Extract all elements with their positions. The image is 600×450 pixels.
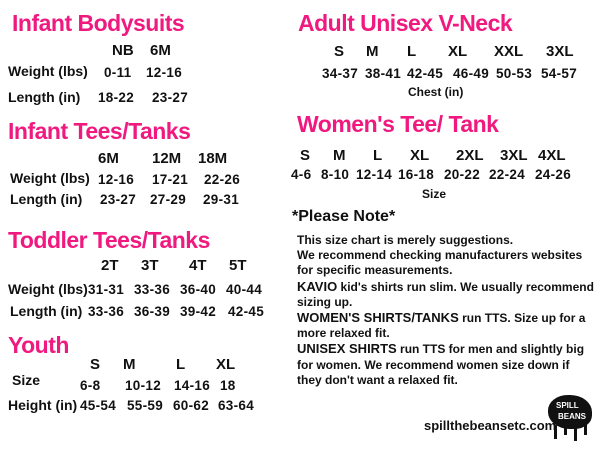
website-link[interactable]: spillthebeansetc.com [424,418,557,433]
cell: 31-31 [88,282,125,297]
cell: 18-22 [98,90,135,105]
row-label: Size [12,372,41,388]
row-label: Length (in) [10,303,83,319]
size-header: L [407,43,417,60]
infant-tees-title: Infant Tees/Tanks [8,118,191,144]
cell: 39-42 [180,304,217,319]
cell: 42-45 [407,66,444,81]
cell: 33-36 [134,282,171,297]
cell: 22-24 [489,167,526,182]
cell: 18 [220,378,236,393]
size-header: M [123,356,136,373]
size-header: XL [448,43,468,60]
notes-block: This size chart is merely suggestions. W… [297,233,597,388]
size-header: 5T [229,257,247,274]
infant-bodysuits-title: Infant Bodysuits [12,10,185,36]
size-header: NB [112,42,134,59]
chest-caption: Chest (in) [408,85,464,99]
cell: 23-27 [100,192,137,207]
cell: 36-40 [180,282,217,297]
size-header: 2T [101,257,119,274]
cell: 12-14 [356,167,393,182]
cell: 27-29 [150,192,187,207]
cell: 34-37 [322,66,359,81]
cell: 10-12 [125,378,162,393]
row-label: Weight (lbs) [8,281,88,297]
cell: 23-27 [152,90,189,105]
cell: 45-54 [80,398,117,413]
note-bold: UNISEX SHIRTS [297,341,397,357]
row-label: Weight (lbs) [8,63,88,79]
cell: 8-10 [321,167,350,182]
size-header: S [300,147,311,164]
size-caption: Size [422,187,447,201]
cell: 4-6 [291,167,312,182]
cell: 36-39 [134,304,171,319]
spill-the-beans-logo: SPILL BEANS [548,395,592,441]
cell: 40-44 [226,282,263,297]
cell: 12-16 [98,172,135,187]
size-header: L [373,147,383,164]
cell: 38-41 [365,66,402,81]
note-text: kid's shirts run slim. We usually recomm… [297,279,594,309]
note-text: run TTS for men and slightly big for wom… [297,342,585,387]
cell: 0-11 [104,65,132,80]
size-header: L [176,356,186,373]
size-header: M [366,43,379,60]
size-header: XL [216,356,236,373]
youth-title: Youth [8,332,69,358]
size-header: 3T [141,257,159,274]
cell: 12-16 [146,65,183,80]
size-header: 6M [150,42,171,59]
cell: 14-16 [174,378,211,393]
note-line: We recommend checking manufacturers webs… [297,248,583,278]
cell: 60-62 [173,398,210,413]
size-header: XL [410,147,430,164]
cell: 54-57 [541,66,578,81]
size-header: 3XL [546,43,574,60]
please-note-title: *Please Note* [292,208,396,225]
size-header: S [90,356,101,373]
size-header: M [333,147,346,164]
cell: 24-26 [535,167,572,182]
cell: 63-64 [218,398,255,413]
size-header: 18M [198,150,228,167]
cell: 20-22 [444,167,481,182]
size-header: S [334,43,345,60]
cell: 50-53 [496,66,533,81]
note-kavio: KAVIO kid's shirts run slim. We usually … [297,279,597,310]
womens-title: Women's Tee/ Tank [297,111,499,137]
row-label: Length (in) [10,191,83,207]
cell: 22-26 [204,172,241,187]
toddler-tees-title: Toddler Tees/Tanks [8,227,210,253]
cell: 42-45 [228,304,265,319]
note-text: run TTS. Size up for a more relaxed fit. [297,311,586,341]
cell: 6-8 [80,378,101,393]
cell: 55-59 [127,398,164,413]
note-bold: KAVIO [297,278,338,294]
size-header: 3XL [500,147,528,164]
adult-unisex-title: Adult Unisex V-Neck [298,10,513,36]
cell: 17-21 [152,172,189,187]
note-women: WOMEN'S SHIRTS/TANKS run TTS. Size up fo… [297,310,597,341]
row-label: Weight (lbs) [10,170,90,186]
cell: 16-18 [398,167,435,182]
size-header: 12M [152,150,182,167]
cell: 33-36 [88,304,125,319]
size-header: 4XL [538,147,566,164]
row-label: Length (in) [8,89,81,105]
cell: 46-49 [453,66,490,81]
note-bold: WOMEN'S SHIRTS/TANKS [297,310,459,326]
size-header: 2XL [456,147,484,164]
size-header: XXL [494,43,524,60]
size-header: 4T [189,257,207,274]
row-label: Height (in) [8,397,78,413]
cell: 29-31 [203,192,240,207]
note-line: This size chart is merely suggestions. [297,233,514,247]
note-unisex: UNISEX SHIRTS run TTS for men and slight… [297,341,597,388]
size-header: 6M [98,150,119,167]
